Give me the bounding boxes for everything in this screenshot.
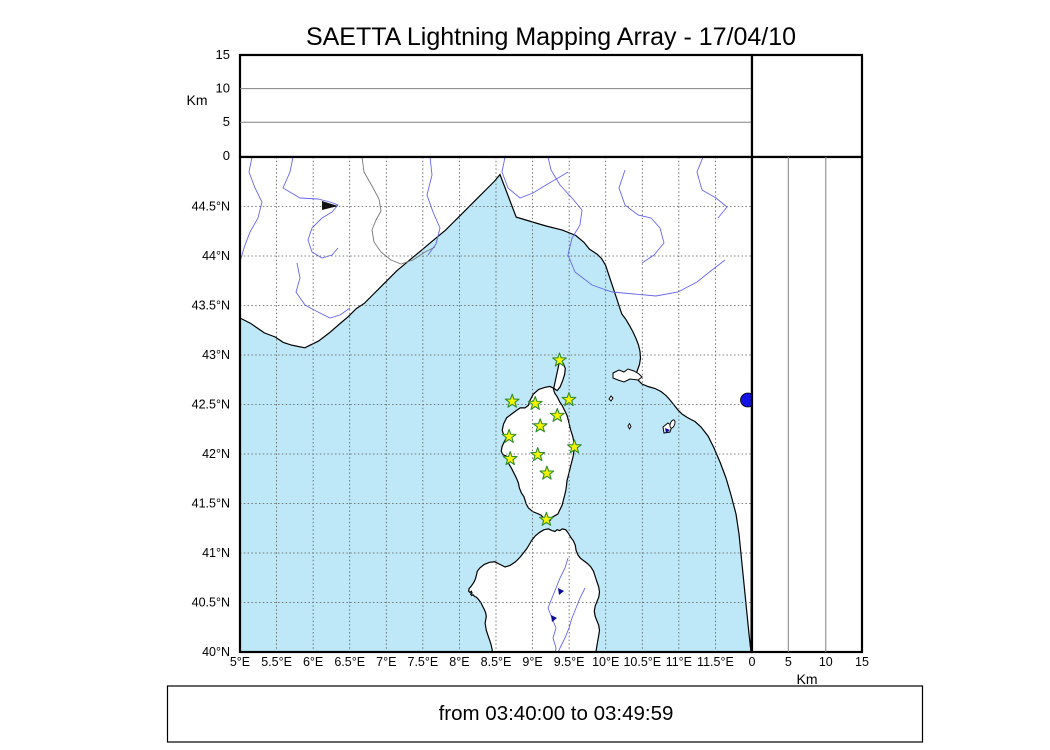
svg-text:Km: Km: [187, 92, 208, 108]
svg-text:15: 15: [855, 655, 869, 669]
svg-text:41°N: 41°N: [202, 546, 230, 560]
svg-text:5°E: 5°E: [230, 655, 250, 669]
svg-text:10: 10: [216, 81, 230, 96]
svg-text:from 03:40:00 to 03:49:59: from 03:40:00 to 03:49:59: [439, 702, 674, 725]
svg-text:10: 10: [819, 655, 833, 669]
svg-text:41.5°N: 41.5°N: [192, 497, 230, 511]
svg-text:44.5°N: 44.5°N: [192, 200, 230, 214]
svg-text:SAETTA Lightning Mapping Array: SAETTA Lightning Mapping Array - 17/04/1…: [306, 23, 796, 51]
svg-text:43°N: 43°N: [202, 348, 230, 362]
svg-text:10.5°E: 10.5°E: [623, 655, 661, 669]
svg-text:9°E: 9°E: [522, 655, 542, 669]
svg-text:44°N: 44°N: [202, 249, 230, 263]
svg-text:6°E: 6°E: [303, 655, 323, 669]
svg-text:Km: Km: [797, 671, 818, 687]
svg-text:9.5°E: 9.5°E: [554, 655, 585, 669]
svg-text:7°E: 7°E: [376, 655, 396, 669]
svg-text:0: 0: [223, 148, 230, 163]
svg-text:43.5°N: 43.5°N: [192, 299, 230, 313]
svg-text:42.5°N: 42.5°N: [192, 398, 230, 412]
svg-text:40.5°N: 40.5°N: [192, 596, 230, 610]
svg-text:8.5°E: 8.5°E: [481, 655, 512, 669]
svg-text:5.5°E: 5.5°E: [261, 655, 292, 669]
svg-text:0: 0: [749, 655, 756, 669]
svg-text:10°E: 10°E: [592, 655, 619, 669]
svg-text:40°N: 40°N: [202, 645, 230, 659]
svg-text:15: 15: [216, 47, 230, 62]
svg-text:6.5°E: 6.5°E: [334, 655, 365, 669]
svg-text:5: 5: [785, 655, 792, 669]
svg-text:8°E: 8°E: [449, 655, 469, 669]
svg-text:7.5°E: 7.5°E: [408, 655, 439, 669]
svg-text:11°E: 11°E: [666, 655, 692, 669]
svg-text:11.5°E: 11.5°E: [697, 655, 734, 669]
svg-text:5: 5: [223, 114, 230, 129]
svg-text:42°N: 42°N: [202, 447, 230, 461]
